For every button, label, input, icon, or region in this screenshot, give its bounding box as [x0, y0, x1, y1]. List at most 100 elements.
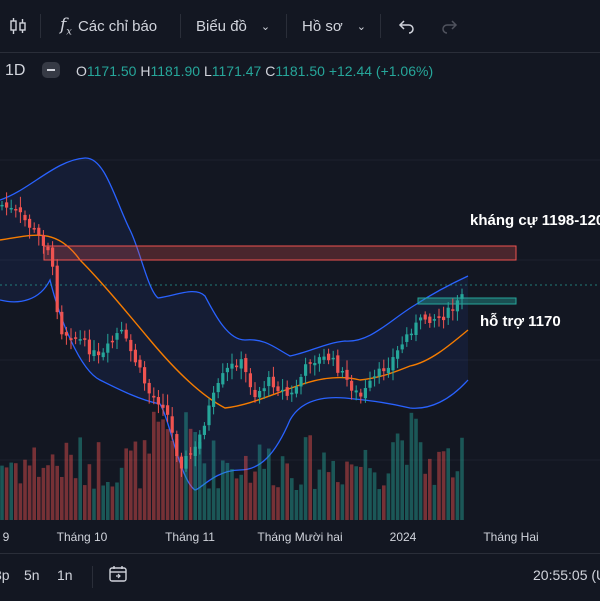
resistance-annotation: kháng cự 1198-1205 — [470, 212, 600, 229]
candle-body — [340, 371, 344, 373]
volume-bar — [142, 440, 147, 520]
candle-body — [428, 316, 432, 323]
bollinger-band-fill — [0, 157, 468, 491]
range-button[interactable]: 1n — [57, 567, 73, 583]
candle-body — [281, 389, 285, 392]
range-button[interactable]: 5n — [24, 567, 40, 583]
candle-body — [308, 362, 312, 364]
volume-bar — [147, 453, 151, 520]
volume-bar — [193, 432, 197, 520]
candle-body — [129, 339, 133, 352]
range-button[interactable]: 3p — [0, 567, 10, 583]
candle-body — [377, 368, 381, 377]
candle-body — [161, 404, 165, 408]
candle-body — [271, 376, 275, 388]
chart-type-dropdown[interactable]: Biểu đồ ⌄ — [196, 0, 270, 52]
volume-bar — [244, 455, 248, 520]
candle-body — [327, 353, 331, 361]
candle-body — [299, 376, 303, 387]
volume-bar — [119, 467, 124, 520]
candle-body — [451, 309, 455, 311]
volume-bar — [290, 478, 294, 520]
undo-icon[interactable] — [398, 0, 416, 52]
fx-icon: fx — [60, 14, 72, 38]
price-chart[interactable] — [0, 84, 600, 522]
candle-body — [37, 227, 41, 236]
volume-bar — [285, 463, 289, 520]
candle-body — [69, 338, 73, 341]
volume-bar — [129, 450, 133, 520]
candle-body — [152, 395, 156, 398]
candle-body — [115, 333, 119, 340]
volume-bar — [363, 449, 368, 520]
candle-body — [28, 218, 32, 228]
volume-bar — [221, 460, 225, 520]
candle-body — [51, 247, 55, 267]
candle-body — [313, 363, 317, 366]
candle-body — [101, 352, 105, 358]
candle-body — [175, 434, 179, 457]
candle-body — [400, 344, 404, 350]
volume-bar — [349, 464, 354, 520]
candle-body — [354, 390, 358, 393]
x-tick-label: Tháng Hai — [483, 530, 539, 544]
candle-body — [9, 207, 13, 210]
volume-bar — [216, 488, 220, 520]
volume-bar — [400, 440, 404, 520]
candle-body — [78, 339, 82, 341]
volume-bar — [156, 421, 161, 520]
candle-body — [14, 208, 18, 211]
volume-bar — [428, 458, 432, 520]
candle-body — [156, 397, 160, 405]
time-axis[interactable]: 9 Tháng 10 Tháng 11 Tháng Mười hai 2024 … — [0, 522, 600, 552]
date-range-icon[interactable] — [108, 564, 128, 587]
collapse-icon[interactable] — [42, 62, 60, 78]
volume-bar — [32, 447, 36, 520]
candle-body — [46, 246, 50, 251]
candle-body — [248, 373, 252, 388]
candle-body — [331, 357, 335, 360]
x-tick-label: 9 — [2, 530, 10, 544]
bottom-bar: 3p 5n 1n 20:55:05 (UTC — [0, 553, 600, 601]
candle-body — [184, 456, 188, 469]
redo-icon[interactable] — [440, 0, 458, 52]
candle-body — [368, 380, 372, 388]
candle-body — [0, 204, 4, 207]
change-value: +12.44 (+1.06%) — [328, 63, 434, 79]
volume-bar — [73, 478, 78, 520]
candle-body — [193, 446, 197, 456]
candle-body — [391, 357, 395, 371]
interval-label[interactable]: 1D — [5, 62, 26, 79]
candle-body — [179, 456, 183, 469]
volume-bar — [83, 485, 87, 520]
volume-bar — [326, 472, 331, 520]
clock[interactable]: 20:55:05 (UTC — [533, 567, 600, 583]
candle-body — [166, 405, 170, 415]
candle-body — [455, 300, 459, 312]
volume-bar — [253, 471, 257, 520]
volume-bar — [359, 466, 363, 520]
volume-bar — [405, 464, 409, 520]
indicators-button[interactable]: fx Các chỉ báo — [60, 0, 157, 52]
volume-bar — [322, 452, 326, 520]
profile-dropdown[interactable]: Hồ sơ ⌄ — [302, 0, 366, 52]
volume-bar — [276, 487, 280, 520]
volume-bar — [202, 463, 207, 520]
volume-bar — [161, 419, 165, 520]
volume-bar — [395, 433, 400, 520]
candle-body — [147, 382, 151, 394]
volume-bar — [138, 488, 142, 520]
candle-body — [359, 392, 363, 397]
candle-body — [18, 207, 22, 213]
volume-bar — [198, 442, 202, 520]
low-label: L — [203, 63, 212, 79]
profile-label: Hồ sơ — [302, 17, 343, 35]
candle-body — [423, 314, 427, 320]
volume-bar — [41, 467, 46, 520]
candle-body — [230, 363, 234, 369]
candle-body — [83, 338, 87, 340]
candles-icon[interactable] — [8, 0, 28, 52]
volume-bar — [23, 459, 27, 520]
volume-bar — [423, 473, 427, 520]
candle-body — [253, 389, 257, 398]
